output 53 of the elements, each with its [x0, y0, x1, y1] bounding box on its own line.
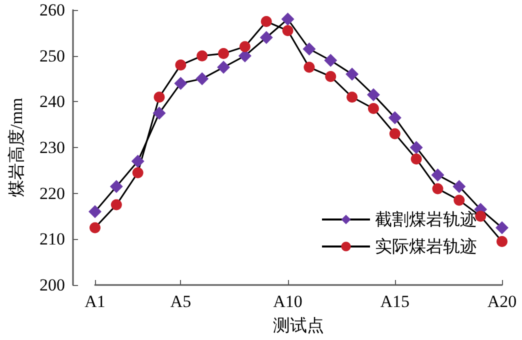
y-tick-label: 250	[40, 46, 65, 66]
point	[431, 168, 444, 182]
point	[175, 60, 186, 70]
x-tick-label: A1	[84, 292, 106, 311]
y-tick-label: 210	[40, 230, 65, 249]
y-tick-label: 260	[40, 0, 65, 20]
point	[260, 16, 272, 27]
point	[454, 194, 465, 206]
x-tick-label: A10	[273, 292, 302, 311]
y-tick-label: 240	[40, 92, 65, 112]
point	[281, 12, 294, 26]
y-tick-label: 220	[40, 184, 65, 203]
y-tick-label: 200	[40, 276, 65, 294]
point	[304, 62, 315, 73]
point	[88, 205, 102, 218]
point	[452, 180, 466, 193]
point	[325, 70, 336, 82]
point	[496, 236, 508, 247]
point	[239, 41, 250, 52]
legend-label: 实际煤岩轨迹	[375, 237, 477, 256]
point	[154, 92, 165, 103]
point	[196, 50, 208, 62]
point	[217, 60, 230, 74]
point	[174, 76, 188, 90]
point	[131, 154, 144, 168]
x-axis-title: 测试点	[273, 316, 324, 335]
point	[260, 31, 273, 44]
point	[432, 183, 444, 194]
point	[110, 180, 123, 193]
point	[388, 111, 402, 124]
point	[132, 167, 144, 178]
point	[368, 103, 379, 114]
point	[218, 48, 230, 60]
point	[389, 128, 400, 140]
point	[302, 42, 316, 56]
point	[410, 141, 423, 154]
point	[496, 221, 508, 234]
point	[110, 199, 122, 210]
point	[346, 92, 358, 103]
x-tick-label: A5	[170, 292, 192, 311]
point	[152, 106, 166, 120]
y-tick-label: 230	[40, 138, 65, 157]
point	[366, 88, 380, 102]
legend-label: 截割煤岩轨迹	[375, 210, 477, 229]
point	[282, 25, 294, 36]
x-tick-label: A15	[380, 292, 410, 311]
point	[324, 54, 338, 67]
point	[90, 222, 100, 234]
point	[346, 68, 359, 81]
point	[196, 72, 209, 86]
point	[410, 153, 422, 164]
x-tick-label: A20	[487, 292, 517, 311]
y-axis-title: 煤岩高度/mm	[7, 98, 26, 198]
